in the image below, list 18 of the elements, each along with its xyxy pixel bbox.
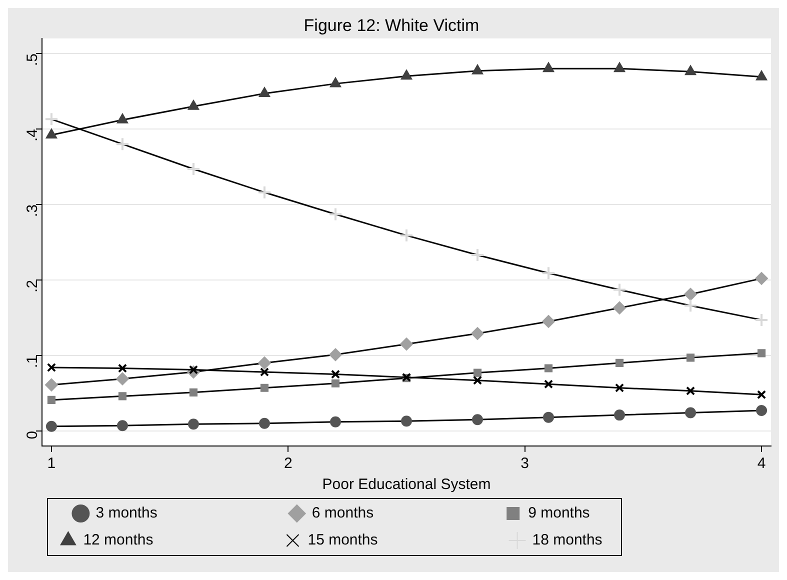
legend-label: 9 months: [528, 504, 710, 522]
y-tick-label: .1: [24, 355, 42, 368]
y-tick-label: .2: [24, 280, 42, 292]
x-tick-label: 1: [47, 455, 56, 472]
legend-label: 15 months: [308, 532, 498, 549]
x-tick-label: 4: [757, 455, 766, 472]
x-tick-label: 2: [284, 455, 292, 472]
chart-title: Figure 12: White Victim: [304, 16, 480, 35]
y-tick-label: 0: [24, 430, 42, 440]
y-tick-label: .5: [24, 53, 42, 66]
y-tick-label: .4: [24, 128, 42, 142]
legend-label: 18 months: [532, 532, 722, 549]
legend-label: 6 months: [312, 504, 494, 522]
x-tick-label: 3: [520, 455, 530, 472]
legend-label: 3 months: [96, 504, 278, 522]
x-axis-title: Poor Educational System: [322, 476, 491, 494]
legend-label: 12 months: [83, 532, 274, 549]
y-tick-label: .3: [24, 204, 42, 217]
